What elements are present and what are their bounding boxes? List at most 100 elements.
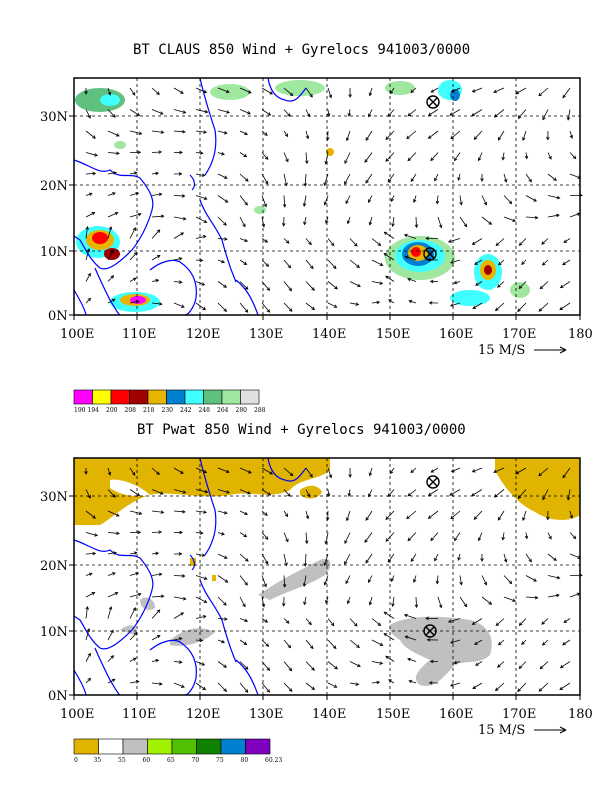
wind-arrow bbox=[283, 259, 291, 268]
wind-arrow-head bbox=[385, 516, 390, 520]
wind-arrow-head bbox=[224, 199, 229, 203]
wind-arrow-head bbox=[333, 304, 338, 308]
wind-arrow bbox=[542, 259, 549, 266]
wind-arrow bbox=[217, 467, 230, 473]
wind-arrow bbox=[303, 575, 307, 587]
wind-arrow-head bbox=[356, 644, 360, 648]
wind-arrow bbox=[303, 216, 307, 225]
wind-arrow bbox=[305, 682, 315, 690]
wind-arrow bbox=[217, 87, 230, 93]
wind-arrow-head bbox=[348, 474, 352, 478]
wind-arrow-head bbox=[201, 282, 206, 286]
wind-arrow-head bbox=[282, 204, 287, 208]
wind-arrow-head bbox=[201, 553, 206, 557]
wind-arrow-head bbox=[472, 685, 477, 689]
wind-arrow bbox=[547, 195, 560, 199]
wind-arrow-head bbox=[266, 689, 271, 693]
wind-arrow-head bbox=[364, 539, 368, 543]
wind-arrow bbox=[410, 173, 417, 182]
wind-arrow bbox=[217, 639, 225, 643]
wind-arrow bbox=[368, 109, 373, 117]
wind-arrow bbox=[305, 467, 313, 478]
colorbar-label: 230 bbox=[162, 407, 174, 414]
wind-arrow bbox=[173, 232, 184, 239]
wind-arrow-head bbox=[263, 203, 267, 208]
wind-arrow-head bbox=[414, 224, 419, 229]
wind-arrow-head bbox=[407, 657, 411, 662]
wind-arrow-head bbox=[524, 535, 529, 540]
wind-arrow bbox=[525, 596, 538, 599]
wind-arrow bbox=[407, 152, 417, 161]
wind-arrow bbox=[283, 661, 292, 671]
wind-arrow bbox=[217, 532, 225, 535]
panel1-ticks bbox=[69, 115, 581, 320]
wind-arrow-head bbox=[559, 284, 564, 289]
wind-arrow bbox=[327, 87, 332, 98]
wind-arrow-head bbox=[493, 114, 498, 118]
wind-arrow-head bbox=[518, 665, 523, 670]
wind-arrow-head bbox=[471, 112, 475, 117]
panel2-lat-label: 30N bbox=[40, 490, 68, 505]
colorbar-swatch bbox=[98, 738, 124, 755]
wind-arrow bbox=[107, 489, 116, 498]
wind-arrow bbox=[369, 596, 373, 605]
wind-arrow-head bbox=[202, 235, 207, 239]
wind-arrow bbox=[217, 618, 228, 620]
wind-arrow bbox=[368, 195, 373, 203]
wind-arrow-head bbox=[225, 89, 230, 94]
wind-arrow bbox=[385, 152, 395, 162]
wind-arrow-head bbox=[522, 517, 526, 522]
wind-arrow-head bbox=[473, 516, 478, 520]
wind-arrow-head bbox=[383, 633, 388, 637]
wind-arrow-head bbox=[288, 287, 293, 292]
wind-arrow-head bbox=[309, 473, 313, 478]
wind-arrow bbox=[449, 489, 461, 496]
wind-arrow bbox=[547, 594, 560, 598]
wind-arrow-head bbox=[569, 135, 574, 139]
colorbar-swatch bbox=[73, 738, 99, 755]
panel2-title: BT Pwat 850 Wind + Gyrelocs 941003/0000 bbox=[137, 422, 466, 438]
wind-arrow-head bbox=[541, 621, 545, 625]
wind-arrow-head bbox=[156, 255, 161, 259]
wind-arrow bbox=[515, 467, 527, 475]
wind-arrow bbox=[459, 216, 467, 227]
wind-arrow-head bbox=[538, 472, 542, 477]
wind-arrow bbox=[283, 467, 293, 476]
wind-arrow-head bbox=[156, 91, 160, 95]
panel2-map bbox=[69, 457, 583, 700]
wind-arrow bbox=[413, 575, 417, 583]
wind-arrow-head bbox=[407, 277, 411, 282]
wind-arrow-head bbox=[388, 299, 392, 303]
wind-arrow-head bbox=[347, 113, 352, 117]
wind-arrow-head bbox=[348, 94, 352, 98]
wind-arrow bbox=[365, 510, 373, 521]
wind-arrow-head bbox=[303, 601, 307, 606]
wind-arrow-head bbox=[261, 223, 266, 228]
wind-arrow-head bbox=[428, 301, 433, 305]
wind-arrow-head bbox=[524, 155, 529, 160]
wind-arrow bbox=[562, 259, 571, 266]
wind-arrow bbox=[239, 302, 249, 313]
colorbar-swatch bbox=[171, 738, 197, 755]
wind-arrow-head bbox=[224, 237, 228, 241]
wind-arrow bbox=[217, 238, 228, 240]
wind-arrow-head bbox=[289, 92, 294, 97]
wind-arrow-head bbox=[517, 688, 521, 693]
panel2-lon-label: 130E bbox=[249, 707, 283, 722]
wind-arrow bbox=[327, 302, 337, 308]
wind-arrow bbox=[283, 87, 293, 96]
wind-arrow-head bbox=[226, 110, 230, 114]
wind-arrow bbox=[517, 489, 527, 499]
panel1-coastline bbox=[73, 77, 307, 316]
wind-arrow bbox=[569, 532, 577, 539]
wind-arrow-head bbox=[541, 642, 546, 646]
wind-arrow-head bbox=[202, 686, 207, 691]
wind-arrow bbox=[195, 489, 208, 493]
wind-arrow-head bbox=[133, 551, 138, 555]
wind-arrow bbox=[173, 109, 186, 114]
wind-arrow-head bbox=[472, 305, 477, 309]
wind-arrow-head bbox=[303, 221, 307, 226]
colorbar-swatch bbox=[166, 389, 186, 405]
wind-arrow-head bbox=[498, 261, 502, 266]
wind-arrow-head bbox=[182, 596, 187, 601]
